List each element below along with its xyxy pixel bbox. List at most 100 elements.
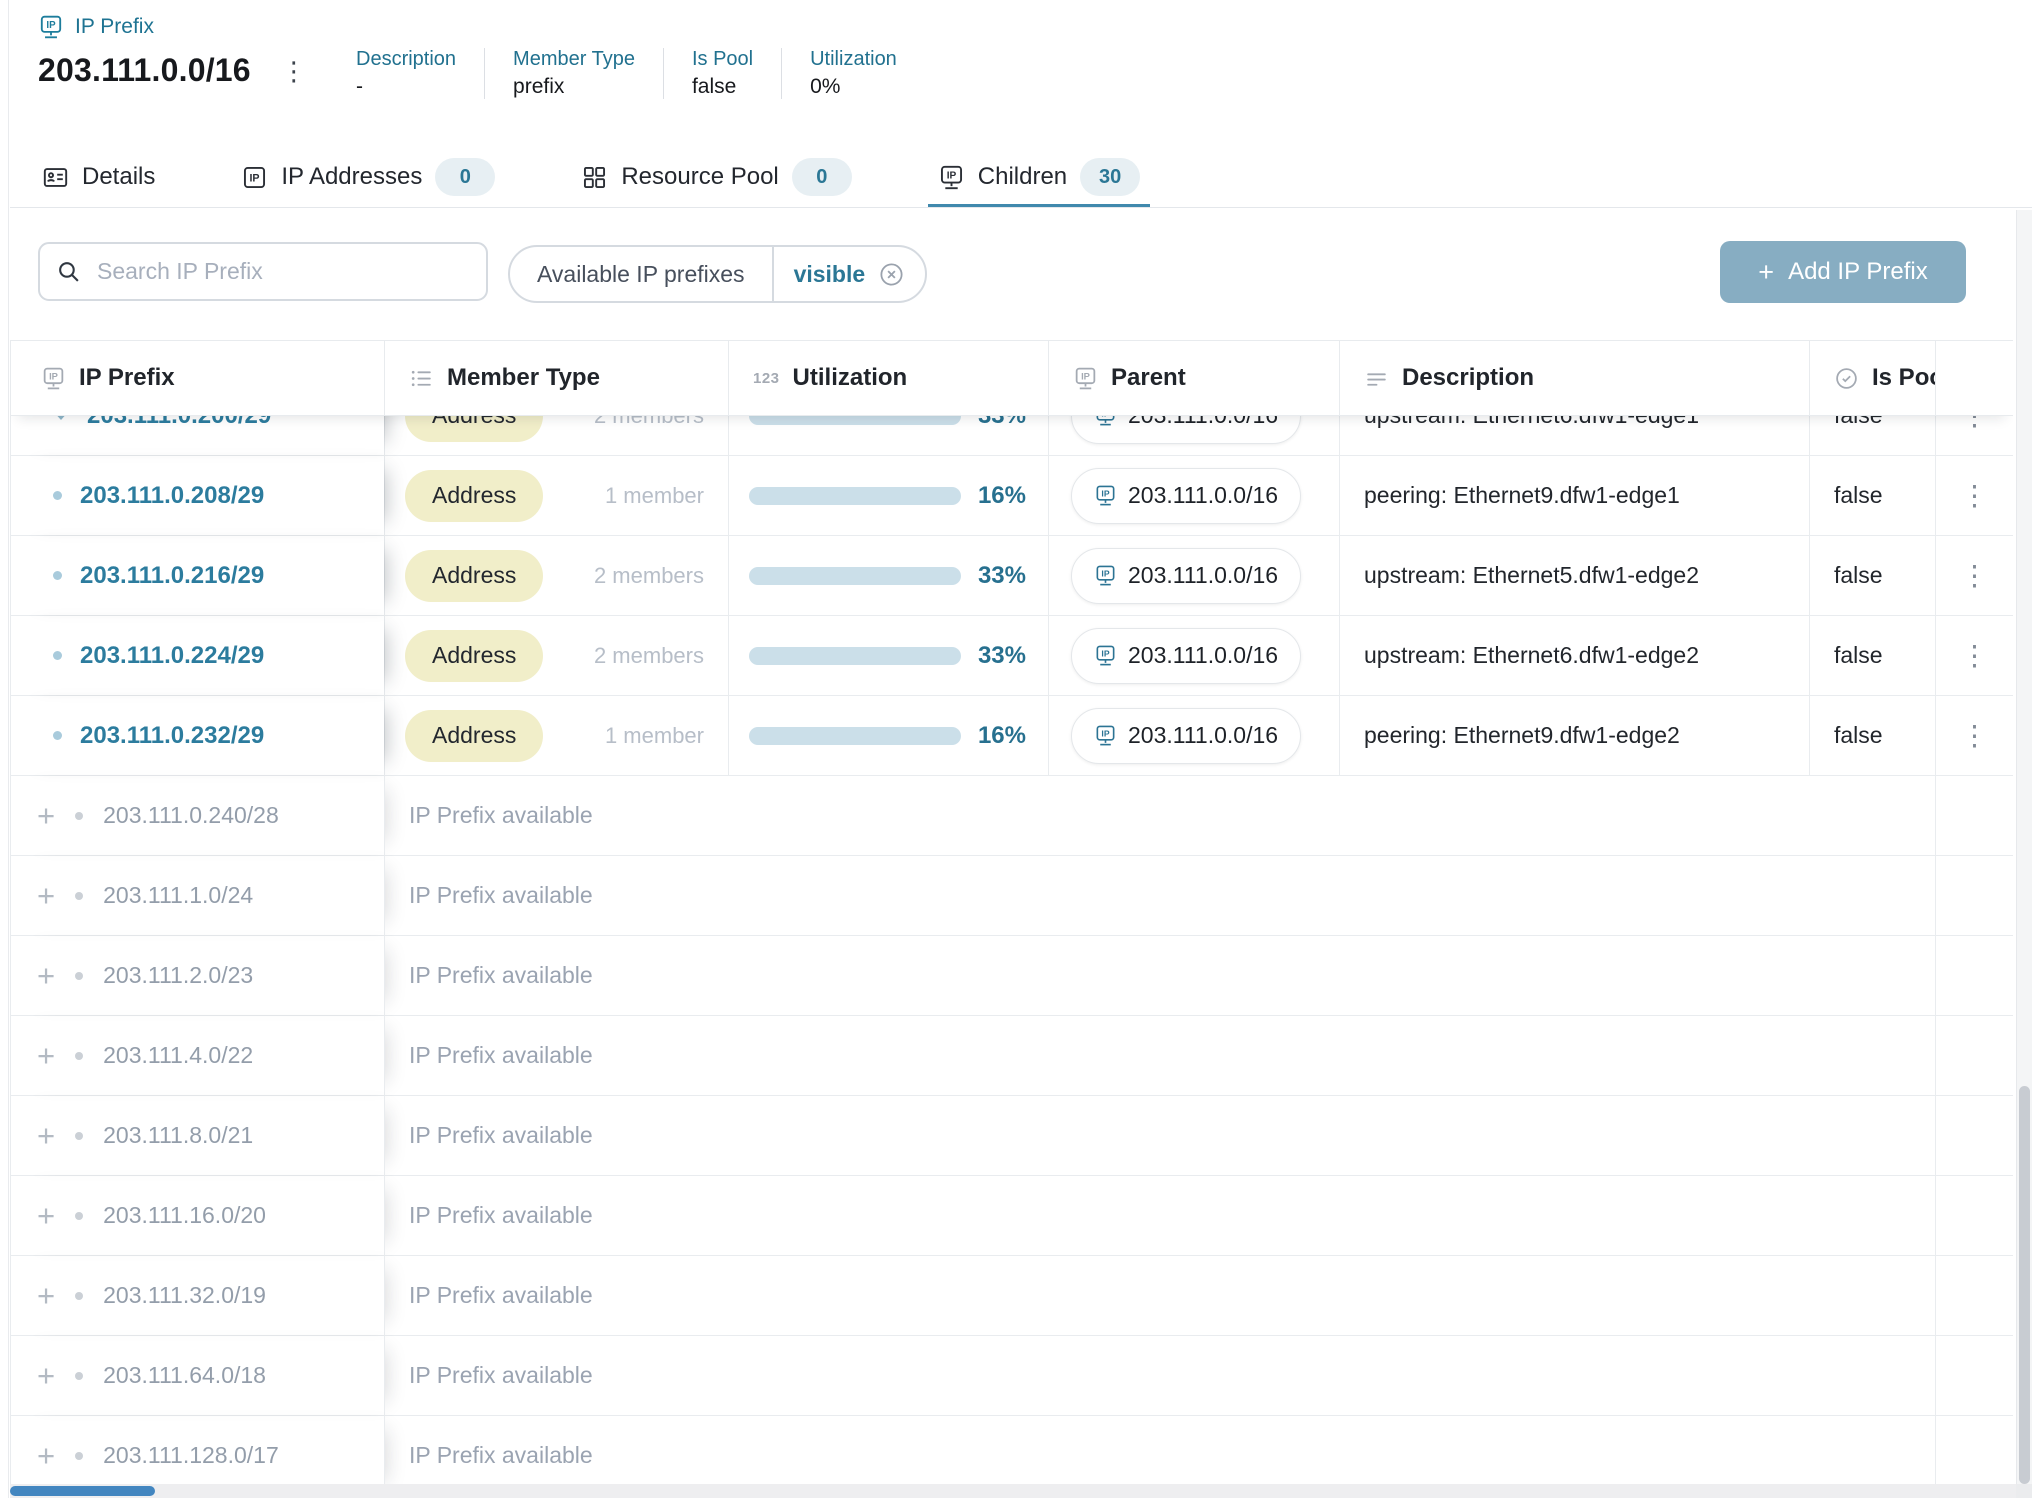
column-header-ip-prefix[interactable]: IP IP Prefix <box>10 341 384 415</box>
horizontal-scrollbar-thumb[interactable] <box>10 1486 155 1496</box>
column-label: Is Pool <box>1872 364 1935 392</box>
parent-prefix-label: 203.111.0.0/16 <box>1128 722 1278 749</box>
ip-prefix-page: IP IP Prefix 203.111.0.0/16 ⋮ Descriptio… <box>0 0 2032 1498</box>
row-marker-icon <box>75 812 83 820</box>
ip-prefix-icon: IP <box>38 14 64 40</box>
cell-utilization: 33% <box>728 616 1048 695</box>
column-header-is-pool[interactable]: Is Pool <box>1809 341 1935 415</box>
horizontal-scrollbar[interactable] <box>10 1484 2016 1498</box>
available-prefix-label: 203.111.1.0/24 <box>103 882 253 909</box>
tab-count-badge: 30 <box>1080 158 1140 196</box>
available-prefix-label: 203.111.4.0/22 <box>103 1042 253 1069</box>
children-table: IP IP Prefix Member Type 123 Utilization… <box>10 340 2013 1498</box>
cell-ip-prefix: + 203.111.16.0/20 <box>10 1176 384 1255</box>
filter-chip[interactable]: Available IP prefixes visible <box>508 245 927 303</box>
ip-prefix-link[interactable]: 203.111.0.232/29 <box>80 722 264 750</box>
tab-count-badge: 0 <box>435 158 495 196</box>
cell-description: upstream: Ethernet5.dfw1-edge2 <box>1339 536 1809 615</box>
meta-value: prefix <box>513 75 635 99</box>
cell-actions <box>1935 1176 2013 1255</box>
remove-filter-icon[interactable] <box>878 261 905 288</box>
row-marker-icon <box>53 571 62 580</box>
member-count: 2 members <box>594 563 704 589</box>
cell-actions: ⋮ <box>1935 696 2013 775</box>
cell-utilization: 33% <box>728 536 1048 615</box>
add-available-prefix-icon[interactable]: + <box>37 1120 55 1151</box>
cell-is-pool: false <box>1809 616 1935 695</box>
add-ip-prefix-button[interactable]: + Add IP Prefix <box>1720 241 1966 303</box>
member-count: 2 members <box>594 643 704 669</box>
add-available-prefix-icon[interactable]: + <box>37 1280 55 1311</box>
tab-label: Details <box>82 163 155 191</box>
add-available-prefix-icon[interactable]: + <box>37 1440 55 1471</box>
add-available-prefix-icon[interactable]: + <box>37 800 55 831</box>
tab-children[interactable]: IP Children 30 <box>934 146 1144 208</box>
available-prefix-row: + 203.111.16.0/20 IP Prefix available <box>10 1176 2013 1256</box>
member-count: 1 member <box>605 723 704 749</box>
parent-prefix-label: 203.111.0.0/16 <box>1128 642 1278 669</box>
table-row: 203.111.0.208/29 Address 1 member 16% IP… <box>10 456 2013 536</box>
column-label: Member Type <box>447 364 600 392</box>
column-header-parent[interactable]: IP Parent <box>1048 341 1339 415</box>
ip-prefix-link[interactable]: 203.111.0.216/29 <box>80 562 264 590</box>
column-label: Description <box>1402 364 1534 392</box>
table-row: 203.111.0.232/29 Address 1 member 16% IP… <box>10 696 2013 776</box>
svg-text:IP: IP <box>946 170 956 181</box>
meta-description: Description - <box>356 48 484 99</box>
cell-ip-prefix: + 203.111.32.0/19 <box>10 1256 384 1335</box>
available-status-label: IP Prefix available <box>384 1256 1935 1335</box>
row-kebab-icon[interactable]: ⋮ <box>1961 642 1989 670</box>
tab-resource-pool[interactable]: Resource Pool 0 <box>577 146 855 208</box>
row-kebab-icon[interactable]: ⋮ <box>1961 482 1989 510</box>
add-available-prefix-icon[interactable]: + <box>37 1360 55 1391</box>
available-prefix-label: 203.111.16.0/20 <box>103 1202 266 1229</box>
ip-prefix-link[interactable]: 203.111.0.224/29 <box>80 642 264 670</box>
add-available-prefix-icon[interactable]: + <box>37 1200 55 1231</box>
utilization-percent: 16% <box>978 722 1026 750</box>
cell-actions: ⋮ <box>1935 456 2013 535</box>
cell-ip-prefix: + 203.111.0.240/28 <box>10 776 384 855</box>
cell-is-pool: false <box>1809 536 1935 615</box>
parent-prefix-pill[interactable]: IP 203.111.0.0/16 <box>1071 628 1301 684</box>
svg-text:IP: IP <box>250 172 260 184</box>
row-kebab-icon[interactable]: ⋮ <box>1961 562 1989 590</box>
add-button-label: Add IP Prefix <box>1788 258 1928 286</box>
add-available-prefix-icon[interactable]: + <box>37 960 55 991</box>
vertical-scrollbar[interactable] <box>2016 210 2032 1484</box>
row-marker-icon <box>75 1292 83 1300</box>
parent-prefix-pill[interactable]: IP 203.111.0.0/16 <box>1071 708 1301 764</box>
row-marker-icon <box>75 972 83 980</box>
vertical-scrollbar-thumb[interactable] <box>2019 1086 2030 1484</box>
parent-prefix-pill[interactable]: IP 203.111.0.0/16 <box>1071 468 1301 524</box>
available-prefix-row: + 203.111.2.0/23 IP Prefix available <box>10 936 2013 1016</box>
svg-text:IP: IP <box>46 20 56 31</box>
parent-prefix-pill[interactable]: IP 203.111.0.0/16 <box>1071 548 1301 604</box>
toolbar: Available IP prefixes visible + Add IP P… <box>0 241 2032 305</box>
member-type-badge: Address <box>405 630 543 682</box>
column-header-utilization[interactable]: 123 Utilization <box>728 341 1048 415</box>
row-kebab-icon[interactable]: ⋮ <box>1961 722 1989 750</box>
cell-actions <box>1935 856 2013 935</box>
cell-ip-prefix: + 203.111.2.0/23 <box>10 936 384 1015</box>
meta-label: Member Type <box>513 48 635 71</box>
add-available-prefix-icon[interactable]: + <box>37 1040 55 1071</box>
ip-prefix-link[interactable]: 203.111.0.208/29 <box>80 482 264 510</box>
list-icon <box>409 366 434 391</box>
column-label: Parent <box>1111 364 1186 392</box>
add-available-prefix-icon[interactable]: + <box>37 880 55 911</box>
title-kebab-icon[interactable]: ⋮ <box>281 58 307 84</box>
row-marker-icon <box>75 1052 83 1060</box>
column-header-member-type[interactable]: Member Type <box>384 341 728 415</box>
ip-prefix-icon: IP <box>41 366 66 391</box>
column-header-description[interactable]: Description <box>1339 341 1809 415</box>
breadcrumb[interactable]: IP IP Prefix <box>38 14 154 40</box>
utilization-percent: 33% <box>978 642 1026 670</box>
tab-ip-addresses[interactable]: IP IP Addresses 0 <box>237 146 499 208</box>
available-prefix-label: 203.111.2.0/23 <box>103 962 253 989</box>
ip-prefix-icon: IP <box>1094 484 1117 507</box>
tab-details[interactable]: Details <box>38 146 159 208</box>
breadcrumb-label: IP Prefix <box>75 15 154 39</box>
table-row: 203.111.0.224/29 Address 2 members 33% I… <box>10 616 2013 696</box>
search-input[interactable] <box>95 257 470 286</box>
utilization-bar <box>749 567 961 585</box>
